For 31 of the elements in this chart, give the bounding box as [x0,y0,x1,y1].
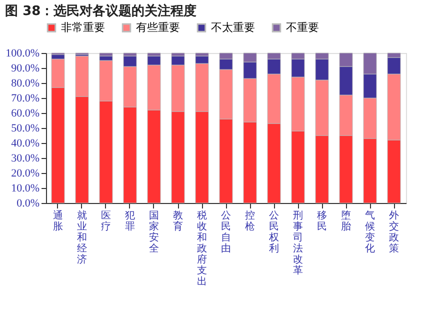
x-tick-label: 外交政策 [389,210,399,254]
x-tick-label: 医疗 [101,210,111,232]
x-tick-label: 气候变化 [365,210,375,254]
y-tick-label: 90.0% [11,62,40,74]
x-tick-label: 犯罪 [125,210,135,232]
chart-title: 图 38：选民对各议题的关注程度 [5,3,197,19]
x-tick-label: 就业和经济 [77,210,87,266]
y-tick-label: 70.0% [11,92,40,104]
legend-label: 有些重要 [136,20,180,34]
y-tick-label: 10.0% [11,182,40,194]
x-tick-label: 移民 [317,210,327,232]
x-tick-label: 教育 [173,210,183,232]
y-tick-label: 30.0% [11,152,40,164]
y-tick-label: 20.0% [11,168,40,180]
legend-label: 不太重要 [211,20,255,34]
x-tick-label: 通胀 [53,210,63,232]
x-tick-label: 税收和政府支出 [197,210,207,288]
y-tick-label: 0.0% [16,198,40,210]
legend-label: 非常重要 [61,20,105,34]
y-tick-label: 50.0% [11,122,40,134]
x-tick-label: 公民自由 [221,210,231,254]
legend-label: 不重要 [286,20,319,34]
y-tick-label: 60.0% [11,108,40,120]
y-tick-label: 40.0% [11,138,40,150]
y-tick-label: 80.0% [11,78,40,90]
x-tick-label: 公民权利 [268,210,279,254]
x-tick-label: 国家安全 [149,210,159,254]
y-tick-label: 100.0% [6,48,40,60]
x-tick-label: 堕胎 [341,210,351,232]
x-tick-label: 控枪 [245,210,255,232]
x-tick-label: 刑事司法改革 [293,210,303,276]
